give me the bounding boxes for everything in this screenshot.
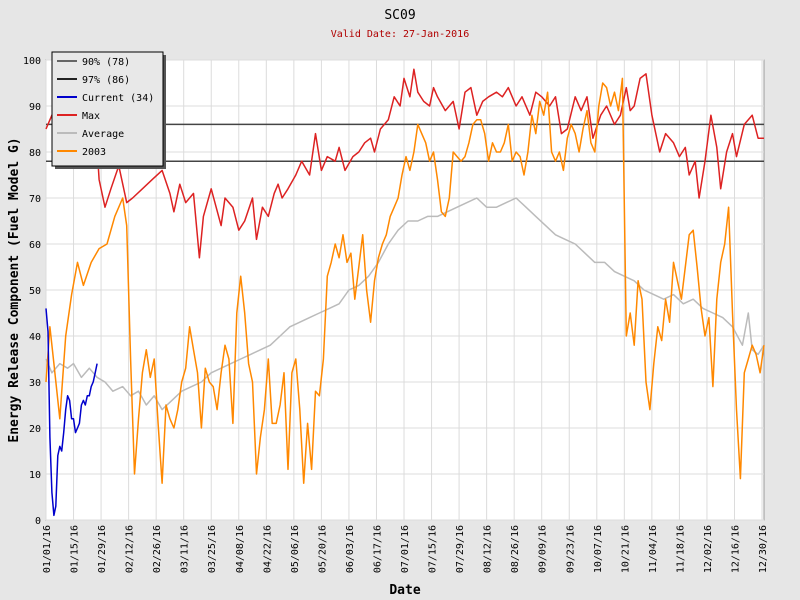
y-tick-label: 10	[29, 470, 41, 481]
x-tick-label: 07/01/16	[400, 525, 411, 573]
x-tick-label: 06/17/16	[372, 525, 383, 573]
x-tick-label: 04/08/16	[235, 525, 246, 573]
x-tick-label: 10/21/16	[620, 525, 631, 573]
x-tick-label: 07/29/16	[455, 525, 466, 573]
x-tick-label: 06/03/16	[345, 525, 356, 573]
x-tick-label: 11/18/16	[675, 525, 686, 573]
x-tick-label: 05/20/16	[317, 525, 328, 573]
x-tick-label: 07/15/16	[428, 525, 439, 573]
x-tick-label: 09/09/16	[538, 525, 549, 573]
y-tick-label: 30	[29, 378, 41, 389]
x-tick-label: 04/22/16	[262, 525, 273, 573]
legend-label: Max	[82, 111, 100, 122]
y-tick-label: 40	[29, 332, 41, 343]
y-tick-label: 20	[29, 424, 41, 435]
y-tick-label: 60	[29, 240, 41, 251]
y-tick-label: 80	[29, 148, 41, 159]
chart-title: SC09	[384, 8, 415, 23]
x-ticks: 01/01/16 01/15/16 01/29/16 02/12/16 02/26/16…	[42, 525, 769, 573]
x-tick-label: 12/30/16	[758, 525, 769, 573]
series-line-2003	[45, 77, 765, 484]
x-tick-label: 03/11/16	[180, 525, 191, 573]
series-line-max	[45, 68, 764, 259]
x-tick-label: 02/26/16	[152, 525, 163, 573]
y-axis-label: Energy Release Component (Fuel Model G)	[7, 137, 22, 442]
y-ticks: 0 10 20 30 40 50 60 70 80 90 100	[23, 56, 41, 527]
x-tick-label: 11/04/16	[648, 525, 659, 573]
y-tick-label: 0	[35, 516, 41, 527]
series-line-current-34	[45, 308, 98, 517]
x-tick-label: 08/26/16	[510, 525, 521, 573]
legend: 90% (78) 97% (86) Current (34) Max Average 20…	[51, 51, 166, 169]
x-tick-label: 09/23/16	[565, 525, 576, 573]
x-axis-label: Date	[389, 583, 420, 598]
y-tick-label: 100	[23, 56, 41, 67]
legend-box	[51, 51, 164, 167]
series-line-average	[45, 197, 765, 411]
legend-label: Average	[82, 129, 124, 140]
x-tick-label: 05/06/16	[290, 525, 301, 573]
x-tick-label: 10/07/16	[593, 525, 604, 573]
legend-label: 90% (78)	[82, 57, 130, 68]
y-tick-label: 70	[29, 194, 41, 205]
x-tick-label: 12/02/16	[703, 525, 714, 573]
chart-subtitle: Valid Date: 27-Jan-2016	[331, 29, 469, 40]
legend-label: 97% (86)	[82, 75, 130, 86]
y-tick-label: 90	[29, 102, 41, 113]
legend-label: 2003	[82, 147, 106, 158]
x-tick-label: 12/16/16	[730, 525, 741, 573]
x-tick-label: 01/15/16	[70, 525, 81, 573]
x-tick-label: 01/29/16	[97, 525, 108, 573]
y-tick-label: 50	[29, 286, 41, 297]
x-tick-label: 08/12/16	[483, 525, 494, 573]
x-tick-label: 03/25/16	[207, 525, 218, 573]
legend-label: Current (34)	[82, 93, 154, 104]
x-tick-label: 02/12/16	[125, 525, 136, 573]
series-lines	[45, 68, 765, 517]
x-tick-label: 01/01/16	[42, 525, 53, 573]
